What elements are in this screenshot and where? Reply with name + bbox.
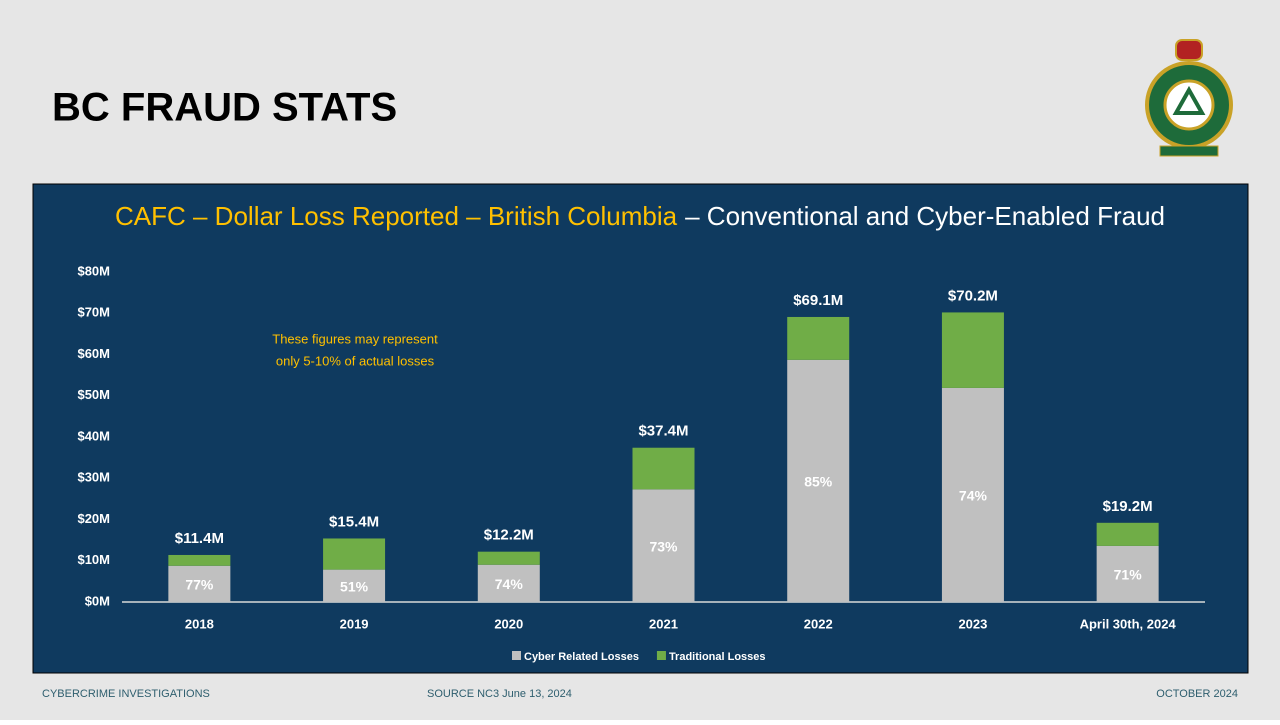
- total-label: $11.4M: [175, 530, 224, 547]
- bar-label: 77%: [185, 577, 214, 593]
- y-tick-label: $0M: [85, 593, 110, 608]
- total-label: $19.2M: [1103, 498, 1153, 515]
- bar-label: 51%: [340, 579, 369, 595]
- slide-title: BC FRAUD STATS: [52, 86, 397, 130]
- x-tick-label: 2021: [649, 616, 678, 631]
- x-tick-label: 2020: [494, 616, 523, 631]
- bar-segment: [941, 312, 1004, 388]
- bar-segment: [323, 569, 386, 602]
- bar-segment: [632, 489, 695, 602]
- footer-center: SOURCE NC3 June 13, 2024: [427, 688, 572, 700]
- legend-label: Traditional Losses: [669, 651, 766, 663]
- bar-label: 73%: [649, 538, 678, 554]
- y-tick-label: $50M: [77, 387, 110, 402]
- x-tick-label: 2019: [340, 616, 369, 631]
- total-label: $15.4M: [329, 513, 379, 530]
- x-tick-label: 2018: [185, 616, 214, 631]
- bar-segment: [787, 359, 850, 602]
- annotation: These figures may represent: [272, 331, 438, 346]
- y-tick-label: $70M: [77, 305, 110, 320]
- total-label: $69.1M: [793, 292, 843, 309]
- x-tick-label: 2022: [804, 616, 833, 631]
- x-tick-label: April 30th, 2024: [1080, 616, 1177, 631]
- chart-title: CAFC – Dollar Loss Reported – British Co…: [115, 201, 678, 231]
- legend-swatch: [512, 651, 521, 660]
- bar-segment: [941, 387, 1004, 602]
- y-tick-label: $40M: [77, 428, 110, 443]
- bar-label: 74%: [959, 488, 988, 504]
- bar-segment: [1096, 545, 1159, 602]
- legend-swatch: [656, 651, 666, 660]
- legend-label: Cyber Related Losses: [524, 651, 639, 663]
- y-tick-label: $80M: [77, 263, 110, 278]
- bar-segment: [168, 554, 231, 566]
- y-tick-label: $10M: [77, 552, 110, 567]
- footer-right: OCTOBER 2024: [1156, 688, 1238, 700]
- logo: [1145, 39, 1233, 157]
- bar-segment: [787, 316, 850, 360]
- bar-segment: [323, 538, 386, 570]
- bar-label: 71%: [1114, 567, 1143, 583]
- y-tick-label: $20M: [77, 511, 110, 526]
- bar-segment: [168, 565, 231, 602]
- total-label: $37.4M: [638, 423, 688, 440]
- bar-segment: [632, 447, 695, 490]
- y-tick-label: $60M: [77, 346, 110, 361]
- total-label: $12.2M: [484, 527, 534, 544]
- y-tick-label: $30M: [77, 470, 110, 485]
- footer-left: CYBERCRIME INVESTIGATIONS: [42, 688, 210, 700]
- total-label: $70.2M: [948, 287, 998, 304]
- bar-label: 85%: [804, 474, 833, 490]
- annotation: only 5-10% of actual losses: [276, 353, 435, 368]
- bar-segment: [1096, 522, 1159, 546]
- bar-segment: [477, 551, 540, 565]
- bar-label: 74%: [495, 576, 524, 592]
- chart-subtitle: – Conventional and Cyber-Enabled Fraud: [685, 201, 1165, 231]
- x-tick-label: 2023: [958, 616, 987, 631]
- bar-segment: [477, 564, 540, 602]
